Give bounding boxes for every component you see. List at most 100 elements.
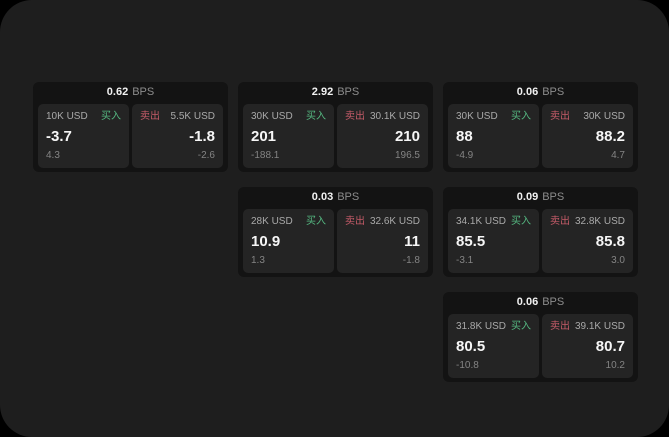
- bps-unit-label: BPS: [542, 296, 565, 308]
- sell-tile-top: 卖出 30K USD: [550, 111, 625, 123]
- sell-amount: 30.1K USD: [369, 111, 420, 122]
- buy-amount: 30K USD: [456, 111, 498, 122]
- sell-tile-top: 卖出 32.6K USD: [345, 216, 420, 228]
- sell-tile-top: 卖出 39.1K USD: [550, 321, 625, 333]
- cards-grid: 0.62 BPS 10K USD 买入 -3.7 4.3 卖出 5.5K USD…: [33, 82, 638, 382]
- quote-card-body: 10K USD 买入 -3.7 4.3 卖出 5.5K USD -1.8 -2.…: [33, 103, 228, 172]
- sell-price: 11: [404, 233, 420, 250]
- bps-unit-label: BPS: [542, 191, 565, 203]
- buy-price: 88: [456, 128, 473, 145]
- buy-delta: -10.8: [456, 360, 479, 371]
- buy-tile[interactable]: 10K USD 买入 -3.7 4.3: [38, 104, 129, 168]
- sell-delta: 196.5: [394, 150, 420, 161]
- sell-tile-top: 卖出 30.1K USD: [345, 111, 420, 123]
- buy-tile[interactable]: 28K USD 买入 10.9 1.3: [243, 209, 334, 273]
- bps-header: 0.03 BPS: [238, 187, 433, 208]
- quote-card-body: 28K USD 买入 10.9 1.3 卖出 32.6K USD 11 -1.8: [238, 208, 433, 277]
- bps-unit-label: BPS: [337, 191, 360, 203]
- buy-amount: 30K USD: [251, 111, 293, 122]
- buy-amount: 34.1K USD: [456, 216, 507, 227]
- sell-amount: 32.6K USD: [369, 216, 420, 227]
- buy-price: 85.5: [456, 233, 486, 250]
- bps-header: 0.06 BPS: [443, 292, 638, 313]
- bps-unit-label: BPS: [542, 86, 565, 98]
- buy-amount: 10K USD: [46, 111, 88, 122]
- buy-tile[interactable]: 34.1K USD 买入 85.5 -3.1: [448, 209, 539, 273]
- buy-amount: 28K USD: [251, 216, 293, 227]
- sell-label: 卖出: [550, 111, 570, 122]
- buy-label: 买入: [306, 111, 326, 122]
- buy-label: 买入: [101, 111, 121, 122]
- sell-label: 卖出: [345, 216, 365, 227]
- buy-price: 201: [251, 128, 277, 145]
- sell-tile[interactable]: 卖出 30.1K USD 210 196.5: [337, 104, 428, 168]
- sell-delta: 4.7: [611, 150, 625, 161]
- bps-header: 0.09 BPS: [443, 187, 638, 208]
- sell-delta: -2.6: [197, 150, 215, 161]
- buy-delta: -188.1: [251, 150, 280, 161]
- bps-header: 2.92 BPS: [238, 82, 433, 103]
- sell-tile-top: 卖出 5.5K USD: [140, 111, 215, 123]
- sell-price: 88.2: [595, 128, 625, 145]
- sell-label: 卖出: [550, 216, 570, 227]
- sell-price: -1.8: [189, 128, 215, 145]
- quote-card: 0.03 BPS 28K USD 买入 10.9 1.3 卖出 32.6K US…: [238, 187, 433, 277]
- sell-label: 卖出: [345, 111, 365, 122]
- buy-tile-top: 28K USD 买入: [251, 216, 326, 228]
- quote-card: 0.09 BPS 34.1K USD 买入 85.5 -3.1 卖出 32.8K…: [443, 187, 638, 277]
- bps-unit-label: BPS: [337, 86, 360, 98]
- buy-label: 买入: [306, 216, 326, 227]
- buy-label: 买入: [511, 321, 531, 332]
- quote-card: 0.06 BPS 30K USD 买入 88 -4.9 卖出 30K USD 8…: [443, 82, 638, 172]
- quote-card: 0.62 BPS 10K USD 买入 -3.7 4.3 卖出 5.5K USD…: [33, 82, 228, 172]
- sell-amount: 30K USD: [583, 111, 625, 122]
- quote-card-body: 30K USD 买入 88 -4.9 卖出 30K USD 88.2 4.7: [443, 103, 638, 172]
- bps-value: 0.06: [516, 86, 539, 98]
- sell-tile[interactable]: 卖出 32.6K USD 11 -1.8: [337, 209, 428, 273]
- buy-tile[interactable]: 31.8K USD 买入 80.5 -10.8: [448, 314, 539, 378]
- buy-delta: -4.9: [456, 150, 474, 161]
- bps-value: 0.06: [516, 296, 539, 308]
- bps-value: 0.03: [311, 191, 334, 203]
- buy-tile[interactable]: 30K USD 买入 201 -188.1: [243, 104, 334, 168]
- buy-delta: 4.3: [46, 150, 60, 161]
- buy-tile-top: 30K USD 买入: [251, 111, 326, 123]
- sell-amount: 5.5K USD: [170, 111, 215, 122]
- buy-price: 80.5: [456, 338, 486, 355]
- sell-tile[interactable]: 卖出 32.8K USD 85.8 3.0: [542, 209, 633, 273]
- quote-card-body: 30K USD 买入 201 -188.1 卖出 30.1K USD 210 1…: [238, 103, 433, 172]
- sell-tile[interactable]: 卖出 5.5K USD -1.8 -2.6: [132, 104, 223, 168]
- quote-card: 2.92 BPS 30K USD 买入 201 -188.1 卖出 30.1K …: [238, 82, 433, 172]
- buy-label: 买入: [511, 111, 531, 122]
- buy-delta: 1.3: [251, 255, 265, 266]
- sell-price: 210: [394, 128, 420, 145]
- sell-tile[interactable]: 卖出 39.1K USD 80.7 10.2: [542, 314, 633, 378]
- sell-amount: 32.8K USD: [574, 216, 625, 227]
- sell-tile[interactable]: 卖出 30K USD 88.2 4.7: [542, 104, 633, 168]
- buy-tile-top: 34.1K USD 买入: [456, 216, 531, 228]
- bps-value: 0.62: [106, 86, 129, 98]
- quote-card-body: 31.8K USD 买入 80.5 -10.8 卖出 39.1K USD 80.…: [443, 313, 638, 382]
- sell-price: 85.8: [595, 233, 625, 250]
- sell-tile-top: 卖出 32.8K USD: [550, 216, 625, 228]
- bps-value: 0.09: [516, 191, 539, 203]
- buy-amount: 31.8K USD: [456, 321, 507, 332]
- quote-card: 0.06 BPS 31.8K USD 买入 80.5 -10.8 卖出 39.1…: [443, 292, 638, 382]
- sell-delta: 10.2: [605, 360, 625, 371]
- buy-label: 买入: [511, 216, 531, 227]
- bps-unit-label: BPS: [132, 86, 155, 98]
- sell-label: 卖出: [550, 321, 570, 332]
- quote-card-body: 34.1K USD 买入 85.5 -3.1 卖出 32.8K USD 85.8…: [443, 208, 638, 277]
- bps-header: 0.62 BPS: [33, 82, 228, 103]
- buy-price: -3.7: [46, 128, 72, 145]
- buy-tile-top: 30K USD 买入: [456, 111, 531, 123]
- sell-amount: 39.1K USD: [574, 321, 625, 332]
- bps-value: 2.92: [311, 86, 334, 98]
- buy-tile[interactable]: 30K USD 买入 88 -4.9: [448, 104, 539, 168]
- sell-delta: 3.0: [611, 255, 625, 266]
- bps-header: 0.06 BPS: [443, 82, 638, 103]
- buy-tile-top: 10K USD 买入: [46, 111, 121, 123]
- sell-delta: -1.8: [402, 255, 420, 266]
- sell-price: 80.7: [595, 338, 625, 355]
